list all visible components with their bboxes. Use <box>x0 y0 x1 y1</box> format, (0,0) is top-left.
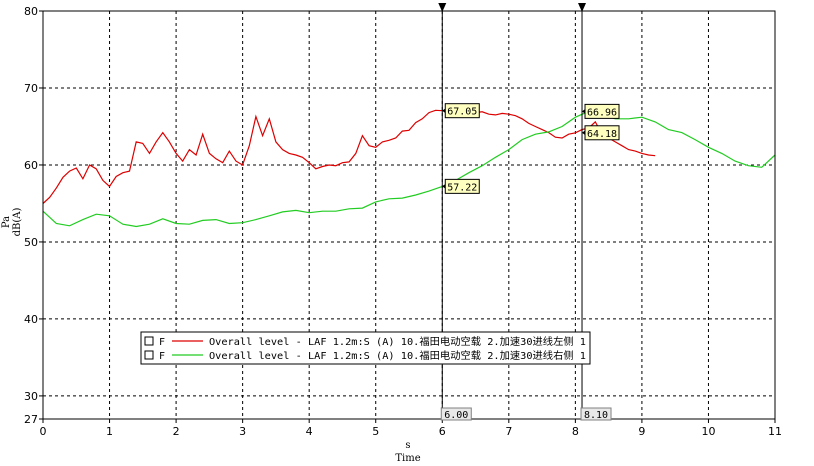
grid-lines <box>43 11 775 419</box>
cursor-position-label: 6.00 <box>444 410 468 421</box>
series-line-1 <box>42 107 656 204</box>
x-tick-label: 7 <box>505 425 512 438</box>
cursor-handle-icon[interactable] <box>578 3 587 12</box>
x-tick-label: 4 <box>306 425 313 438</box>
series-line-2 <box>42 110 776 228</box>
readout-box <box>444 178 480 194</box>
axis-ticks: 0 1 2 3 4 5 6 7 8 9 10 11 27 30 40 50 60 70 80 <box>24 5 782 438</box>
x-tick-label: 5 <box>372 425 379 438</box>
legend-prefix: F <box>159 337 165 348</box>
cursor-position-box <box>580 407 612 421</box>
x-tick-label: 3 <box>239 425 246 438</box>
y-tick-label: 80 <box>24 5 38 18</box>
readout-box <box>584 103 620 119</box>
readout-box <box>584 125 620 141</box>
cursor-layer[interactable]: 6.00 67.05 57.22 8.10 66.96 64.18 <box>438 3 620 421</box>
readout-box <box>444 103 480 119</box>
legend: F Overall level - LAF 1.2m:S (A) 10.福田电动空… <box>140 331 591 365</box>
legend-label: Overall level - LAF 1.2m:S (A) 10.福田电动空载… <box>209 335 586 348</box>
legend-checkbox[interactable] <box>144 336 154 346</box>
y-axis-unit: Pa <box>1 216 12 228</box>
y-tick-label: 70 <box>24 82 38 95</box>
x-tick-label: 9 <box>638 425 645 438</box>
x-axis-title: Time <box>395 453 420 464</box>
legend-box <box>140 331 591 365</box>
cursor-position-box <box>440 407 472 421</box>
series-layer <box>42 107 776 228</box>
x-tick-label: 11 <box>768 425 782 438</box>
x-tick-label: 6 <box>439 425 446 438</box>
legend-prefix: F <box>159 351 165 362</box>
x-tick-label: 0 <box>40 425 47 438</box>
readout-value: 67.05 <box>447 107 477 118</box>
x-tick-label: 2 <box>173 425 180 438</box>
readout-value: 66.96 <box>587 107 617 118</box>
readout-value: 57.22 <box>447 182 477 193</box>
readout-value: 64.18 <box>587 129 617 140</box>
y-tick-label: 40 <box>24 313 38 326</box>
y-tick-label: 30 <box>24 390 38 403</box>
plot-frame <box>42 10 776 420</box>
legend-label: Overall level - LAF 1.2m:S (A) 10.福田电动空载… <box>209 349 586 362</box>
y-tick-label: 27 <box>24 413 38 426</box>
cursor-position-label: 8.10 <box>584 410 608 421</box>
x-tick-label: 10 <box>701 425 715 438</box>
legend-checkbox[interactable] <box>144 350 154 360</box>
cursor-handle-icon[interactable] <box>438 3 447 12</box>
y-axis-title: dB(A) <box>12 208 23 237</box>
y-tick-label: 60 <box>24 159 38 172</box>
x-tick-label: 1 <box>106 425 113 438</box>
y-tick-label: 50 <box>24 236 38 249</box>
x-axis-unit: s <box>405 440 410 451</box>
x-tick-label: 8 <box>572 425 579 438</box>
